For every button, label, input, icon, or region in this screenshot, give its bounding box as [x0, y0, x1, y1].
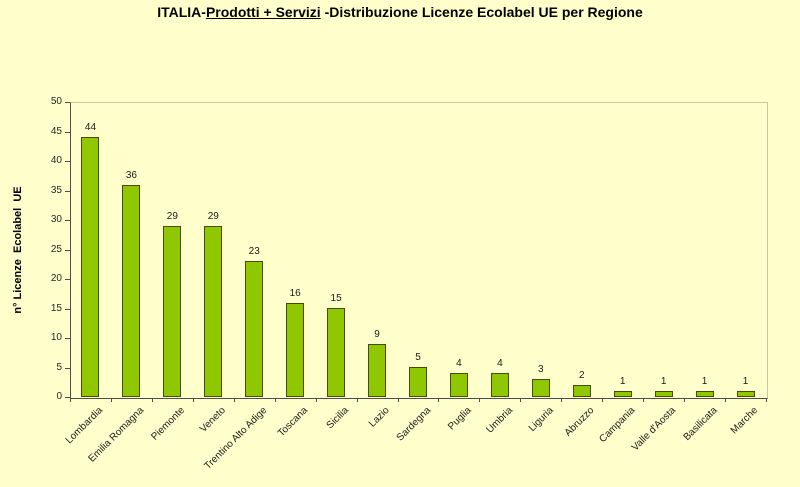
x-category-label: Veneto	[198, 405, 229, 435]
x-category-label: Abruzzo	[562, 405, 597, 439]
x-tick-mark	[397, 398, 399, 402]
x-tick-mark	[233, 398, 235, 402]
bar-basilicata	[695, 391, 714, 397]
x-tick-mark	[561, 398, 563, 402]
x-category-label: Campania	[597, 405, 638, 446]
x-category-label: Liguria	[526, 405, 556, 435]
bar-value-label: 15	[330, 293, 342, 304]
x-tick-mark	[438, 398, 440, 402]
y-tick-mark	[65, 161, 70, 162]
y-tick-mark	[65, 190, 70, 192]
x-category-label: Puglia	[446, 405, 474, 433]
y-tick-label: 5	[56, 361, 62, 373]
x-category-label: Marche	[728, 405, 761, 437]
x-category-label: Umbria	[484, 405, 515, 436]
bar-sardegna	[409, 367, 427, 397]
x-category-label: Toscana	[275, 405, 310, 440]
bar-value-label: 2	[578, 370, 585, 381]
bar-emilia-romagna	[122, 185, 141, 397]
y-tick-mark	[65, 338, 70, 339]
bar-value-label: 1	[619, 376, 626, 387]
y-tick-label: 40	[50, 155, 62, 166]
bar-value-label: 4	[497, 358, 503, 369]
y-axis-title: n° Licenze Ecolabel UE	[12, 186, 24, 314]
y-tick-label: 10	[50, 332, 62, 343]
bar-value-label: 44	[84, 122, 97, 133]
bar-sicilia	[327, 308, 346, 397]
y-tick-mark	[65, 220, 70, 221]
x-category-label: Sardegna	[394, 405, 433, 444]
x-category-label: Piemonte	[149, 405, 188, 443]
bar-veneto	[204, 226, 223, 397]
chart-title-suffix: -Distribuzione Licenze Ecolabel UE per R…	[320, 4, 643, 20]
x-tick-mark	[766, 398, 767, 402]
bar-umbria	[490, 373, 509, 397]
x-tick-mark	[520, 398, 522, 402]
bar-value-label: 5	[415, 352, 421, 363]
bar-abruzzo	[572, 385, 591, 397]
bar-value-label: 23	[248, 246, 260, 257]
x-tick-mark	[725, 398, 727, 402]
x-tick-mark	[70, 398, 71, 402]
bar-valle-d-aosta	[654, 391, 673, 397]
bar-value-label: 29	[207, 211, 219, 222]
y-tick-label: 25	[50, 243, 62, 255]
bar-value-label: 3	[538, 364, 544, 375]
x-tick-mark	[684, 398, 686, 402]
bar-value-label: 36	[125, 170, 137, 181]
bar-value-label: 1	[660, 376, 667, 387]
bar-lazio	[368, 344, 387, 397]
x-tick-mark	[110, 398, 112, 402]
bar-value-label: 16	[289, 288, 301, 299]
x-tick-mark	[274, 398, 276, 402]
y-tick-label: 45	[50, 125, 62, 137]
chart-title-prefix: ITALIA-	[157, 4, 206, 20]
bar-value-label: 4	[456, 358, 462, 369]
bar-lombardia	[81, 137, 100, 397]
bar-marche	[736, 391, 755, 397]
chart-title: ITALIA-Prodotti + Servizi -Distribuzione…	[0, 4, 800, 20]
bar-value-label: 29	[166, 211, 178, 222]
x-tick-mark	[479, 398, 481, 402]
y-tick-label: 20	[50, 273, 62, 284]
bar-trentino-alto-adige	[245, 261, 264, 397]
x-category-label: Basilicata	[681, 405, 720, 444]
bar-piemonte	[163, 226, 182, 397]
y-tick-label: 35	[50, 184, 62, 196]
x-tick-mark	[643, 398, 645, 402]
x-tick-mark	[602, 398, 604, 402]
x-category-label: Sicilia	[324, 405, 351, 432]
y-tick-mark	[65, 102, 70, 103]
y-tick-mark	[65, 308, 70, 310]
x-category-label: Lazio	[367, 405, 392, 430]
y-tick-label: 15	[50, 302, 62, 314]
y-tick-mark	[65, 131, 70, 133]
x-tick-mark	[356, 398, 358, 402]
y-tick-label: 50	[50, 96, 62, 107]
y-tick-mark	[65, 249, 70, 251]
bar-liguria	[531, 379, 550, 397]
y-tick-label: 0	[56, 391, 62, 402]
plot-area	[70, 102, 768, 399]
y-tick-label: 30	[50, 214, 62, 225]
x-category-label: Lombardia	[64, 405, 106, 447]
bar-toscana	[286, 303, 305, 397]
bar-value-label: 1	[701, 376, 708, 387]
y-tick-mark	[65, 279, 70, 280]
x-tick-mark	[151, 398, 153, 402]
chart-title-underlined: Prodotti + Servizi	[205, 4, 321, 20]
bar-puglia	[449, 373, 468, 397]
x-tick-mark	[315, 398, 317, 402]
y-tick-mark	[65, 397, 70, 398]
bar-value-label: 1	[742, 376, 749, 387]
y-tick-mark	[65, 367, 70, 369]
bar-campania	[613, 391, 632, 397]
bar-value-label: 9	[374, 329, 380, 340]
x-tick-mark	[192, 398, 194, 402]
